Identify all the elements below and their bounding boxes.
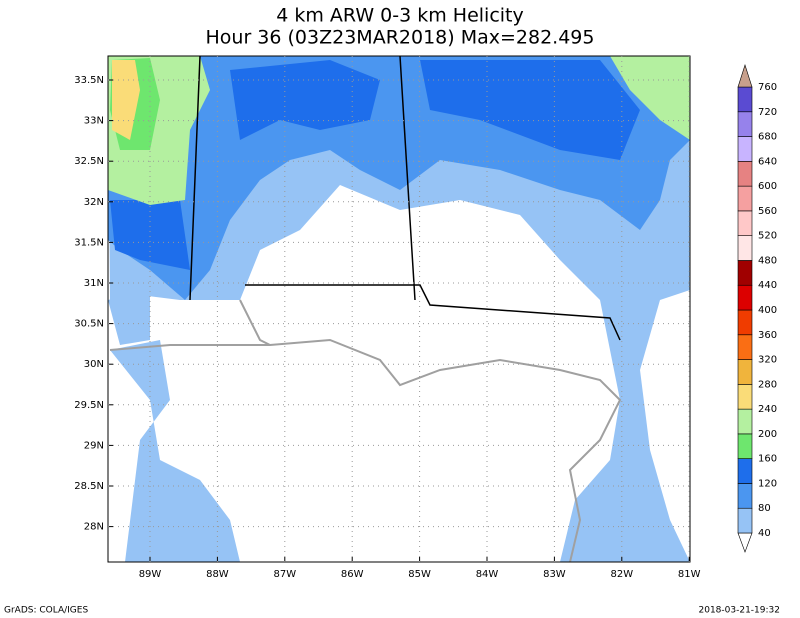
colorbar-box [737,458,753,484]
lat-label: 30.5N [74,319,104,330]
subtitle: Hour 36 (03Z23MAR2018) Max=282.495 [206,27,595,49]
lat-label: 33N [84,116,104,127]
lat-label: 29N [84,440,104,451]
lon-label: 87W [273,569,296,580]
lat-label: 32.5N [74,156,104,167]
colorbar-label: 40 [758,528,771,539]
lon-label: 83W [543,569,566,580]
colorbar-label: 760 [758,82,777,93]
lon-label: 85W [408,569,431,580]
colorbar-label: 520 [758,231,777,242]
lat-label: 33.5N [74,75,104,86]
colorbar-box [737,111,753,137]
colorbar-label: 240 [758,404,777,415]
colorbar-box [737,309,753,336]
lon-label: 88W [206,569,229,580]
colorbar-label: 200 [758,429,777,440]
colorbar-label: 400 [758,305,777,316]
colorbar-box [737,185,753,212]
colorbar-box [737,433,753,459]
colorbar-box [737,284,753,311]
state-border [189,55,621,341]
map-field [107,55,691,563]
colorbar-box [737,136,753,162]
colorbar-label: 440 [758,280,777,291]
colorbar-label: 480 [758,255,777,266]
colorbar-label: 320 [758,355,777,366]
footer-right: 2018-03-21-19:32 [699,606,781,616]
colorbar-box [737,483,753,509]
lat-label: 30N [84,359,104,370]
map-frame [107,55,691,563]
colorbar-box [737,359,753,385]
colorbar-box [737,235,753,261]
lat-label: 32N [84,197,104,208]
colorbar-box [737,408,753,435]
colorbar-box [737,260,753,286]
footer-left: GrADS: COLA/IGES [4,606,88,616]
lon-label: 84W [476,569,499,580]
lon-label: 81W [678,569,701,580]
blue-region [110,60,640,270]
light-green-region [108,56,690,205]
colorbar-label: 120 [758,478,777,489]
colorbar-upper-triangle [737,64,753,88]
colorbar-lower-triangle [737,532,753,553]
coastline [109,299,622,563]
lat-label: 31N [84,278,104,289]
lat-label: 29.5N [74,400,104,411]
colorbar-label: 160 [758,454,777,465]
light-blue-region [108,290,240,562]
lon-label: 82W [610,569,633,580]
colorbar-box [737,86,753,113]
colorbar-box [737,334,753,360]
lon-label: 89W [139,569,162,580]
colorbar-label: 280 [758,379,777,390]
colorbar-label: 720 [758,107,777,118]
colorbar-label: 80 [758,503,771,514]
colorbar-box [737,507,753,534]
colorbar-label: 600 [758,181,777,192]
colorbar-box [737,210,753,236]
colorbar-label: 560 [758,206,777,217]
colorbar-box [737,384,753,410]
title: 4 km ARW 0-3 km Helicity [276,5,524,27]
lat-label: 28.5N [74,481,104,492]
colorbar-box [737,161,753,187]
lat-label: 31.5N [74,237,104,248]
colorbar-label: 640 [758,156,777,167]
lat-label: 28N [84,522,104,533]
colorbar-label: 360 [758,330,777,341]
lon-label: 86W [341,569,364,580]
colorbar-label: 680 [758,132,777,143]
